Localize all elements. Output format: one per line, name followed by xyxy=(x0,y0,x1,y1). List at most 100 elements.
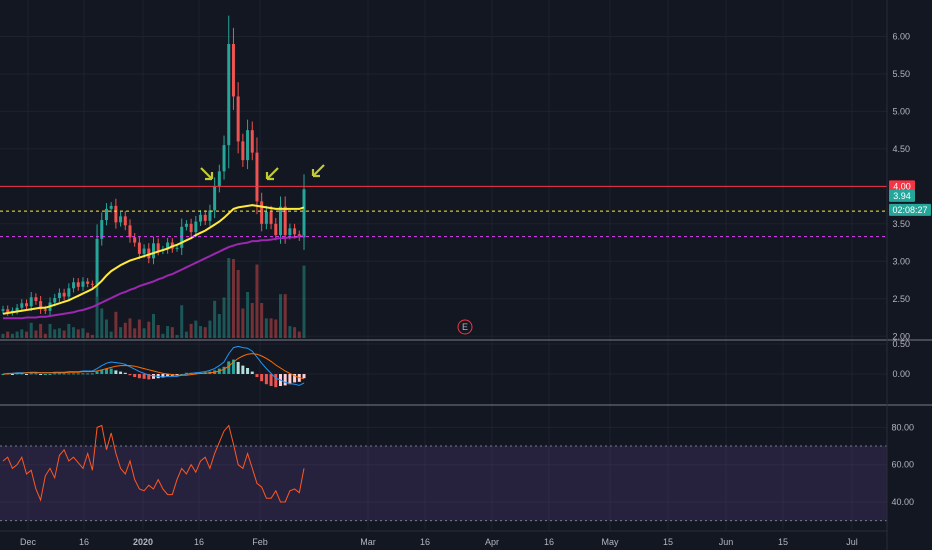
macd-histogram-bar xyxy=(236,362,240,374)
macd-histogram-bar xyxy=(147,374,151,380)
volume-bar xyxy=(67,323,71,338)
price-tick-label: 3.00 xyxy=(892,256,910,266)
macd-histogram-bar xyxy=(274,374,278,388)
macd-histogram-bar xyxy=(114,370,118,374)
candle-body xyxy=(119,216,123,223)
volume-bar xyxy=(203,327,207,338)
price-badges: 4.003.94 02:08:27 xyxy=(889,180,931,216)
volume-bar xyxy=(86,332,90,338)
candle-body xyxy=(269,211,273,224)
volume-bar xyxy=(128,318,132,338)
volume-bar xyxy=(39,323,43,338)
macd-histogram-bar xyxy=(10,374,14,375)
volume-bar xyxy=(57,328,61,338)
candle-body xyxy=(142,248,146,254)
time-tick-label: 2020 xyxy=(133,537,153,547)
macd-histogram-bar xyxy=(137,374,141,379)
candle-body xyxy=(6,309,10,313)
macd-histogram-bar xyxy=(241,365,245,374)
candle-body xyxy=(189,223,193,233)
earnings-marker-circle[interactable] xyxy=(457,319,473,335)
candle-body xyxy=(81,281,85,287)
candle-body xyxy=(288,228,292,236)
volume-bar xyxy=(114,311,118,338)
price-tick-label: 3.50 xyxy=(892,219,910,229)
volume-bar xyxy=(170,327,174,338)
price-badge xyxy=(889,180,915,193)
volume-bar xyxy=(81,328,85,338)
earnings-marker[interactable]: E xyxy=(457,319,473,335)
time-tick-label: Jul xyxy=(846,537,858,547)
time-tick-label: May xyxy=(601,537,619,547)
macd-histogram-bar xyxy=(62,373,66,375)
macd-histogram-bar xyxy=(57,373,61,375)
volume-bar xyxy=(25,331,29,338)
candle-body xyxy=(203,214,207,221)
volume-bar xyxy=(175,334,179,338)
candle-body xyxy=(255,152,259,202)
macd-histogram-bar xyxy=(180,374,184,375)
volume-bar xyxy=(123,322,127,338)
macd-histogram-bar xyxy=(246,368,250,374)
candle-body xyxy=(180,226,184,248)
volume-bar xyxy=(231,259,235,338)
rsi-line xyxy=(2,424,305,503)
macd-histogram-bar xyxy=(184,372,188,374)
time-axis[interactable]: Dec 16 2020 16 Feb Mar 16 Apr 16 May 15 Jun 15 Jul xyxy=(20,537,858,547)
macd-histogram-bar xyxy=(67,373,71,375)
price-badge-label: 4.00 xyxy=(893,181,911,191)
volume-bar xyxy=(95,268,99,338)
macd-histogram-bar xyxy=(142,374,146,379)
volume-bar xyxy=(278,294,282,338)
volume-bar xyxy=(199,326,203,338)
horizontal-levels[interactable] xyxy=(0,185,887,238)
candle-body xyxy=(53,298,57,303)
annotation-arrows[interactable] xyxy=(200,164,325,181)
volume-bar xyxy=(29,322,33,338)
volume-bar xyxy=(100,308,104,338)
volume-bar xyxy=(10,333,14,338)
grid-lines xyxy=(0,0,887,530)
price-tick-label: 2.50 xyxy=(892,294,910,304)
macd-tick-label: 0.50 xyxy=(892,339,910,349)
macd-line xyxy=(3,353,305,380)
macd-histogram-bar xyxy=(76,373,80,375)
annotation-arrow[interactable] xyxy=(200,167,214,181)
candle-body xyxy=(227,43,231,146)
macd-histogram-bar xyxy=(119,371,123,374)
candle-body xyxy=(274,223,278,236)
candle-body xyxy=(57,292,61,299)
macd-histogram-bar xyxy=(264,374,268,385)
macd-histogram-bar xyxy=(109,368,113,374)
ma-line xyxy=(2,204,305,315)
price-tick-label: 4.50 xyxy=(892,144,910,154)
rsi-tick-label: 60.00 xyxy=(891,460,914,470)
candle-body xyxy=(20,303,24,308)
candle-body xyxy=(175,247,179,249)
price-tick-label: 5.00 xyxy=(892,106,910,116)
volume-bar xyxy=(260,303,264,338)
candle-body xyxy=(67,288,71,297)
volume-bar xyxy=(161,333,165,338)
candle-body xyxy=(283,206,287,236)
annotation-arrow[interactable] xyxy=(311,164,325,178)
annotation-arrow[interactable] xyxy=(265,167,279,181)
candle-body xyxy=(100,220,104,239)
volume-bar xyxy=(236,270,240,338)
macd-histogram-bar xyxy=(293,374,297,383)
macd-histogram-bar xyxy=(39,374,43,375)
ma-line xyxy=(3,234,305,320)
earnings-marker-label: E xyxy=(462,322,468,332)
volume-bar xyxy=(104,319,108,338)
rsi-tick-label: 80.00 xyxy=(891,422,914,432)
volume-bar xyxy=(156,325,160,338)
macd-histogram-bar xyxy=(250,371,254,374)
macd-histogram-bar xyxy=(161,374,165,378)
candle-body xyxy=(236,96,240,142)
volume-bar xyxy=(184,331,188,338)
candle-body xyxy=(133,237,137,243)
candle-body xyxy=(222,145,226,172)
